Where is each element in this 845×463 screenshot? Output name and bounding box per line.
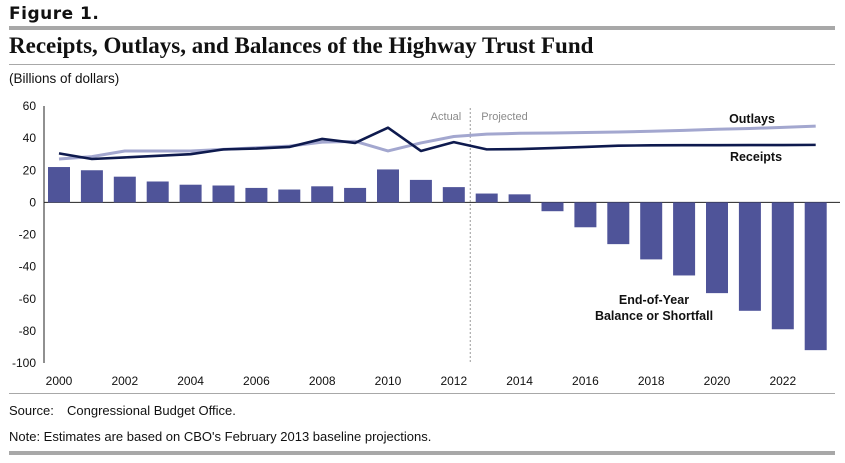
x-tick-label: 2020 — [704, 374, 731, 388]
balance-bar — [146, 181, 169, 203]
source-line: Source: Congressional Budget Office. — [9, 403, 236, 418]
balance-bar — [48, 167, 70, 203]
actual-label: Actual — [431, 111, 462, 123]
receipts-label: Receipts — [730, 150, 782, 164]
y-tick-label: -20 — [19, 228, 37, 242]
balance-bar — [113, 176, 136, 203]
balance-bar — [278, 189, 301, 203]
source-text: Congressional Budget Office. — [67, 403, 236, 418]
projected-label: Projected — [481, 111, 527, 123]
y-tick-label: 40 — [23, 131, 37, 145]
y-axis: 60 40 20 0 -20 -40 -60 -80 -100 — [12, 99, 45, 370]
balance-bar — [245, 187, 268, 203]
balance-bar — [706, 202, 728, 294]
balance-bar — [673, 202, 696, 276]
y-tick-label: -40 — [19, 260, 37, 274]
note-line: Note: Estimates are based on CBO's Febru… — [9, 429, 432, 444]
figure-label: Figure 1. — [9, 4, 100, 24]
outlays-line — [58, 124, 816, 161]
x-tick-label: 2018 — [638, 374, 665, 388]
balance-bar — [179, 184, 202, 203]
x-tick-label: 2016 — [572, 374, 599, 388]
balance-bar — [442, 187, 465, 203]
balance-bar — [508, 194, 531, 203]
balance-bar — [804, 202, 827, 351]
x-tick-label: 2008 — [309, 374, 336, 388]
receipts-line — [58, 126, 816, 161]
x-tick-label: 2012 — [440, 374, 467, 388]
x-tick-label: 2010 — [375, 374, 402, 388]
balance-bar — [311, 186, 334, 203]
balance-bar — [212, 185, 235, 203]
x-tick-label: 2004 — [177, 374, 204, 388]
y-tick-label: -60 — [19, 292, 37, 306]
top-rule — [9, 26, 835, 30]
balance-bar — [409, 179, 432, 203]
balance-bars — [48, 167, 827, 351]
balance-bar — [344, 187, 367, 203]
x-tick-label: 2022 — [769, 374, 796, 388]
balance-bar — [607, 202, 630, 245]
x-tick-label: 2006 — [243, 374, 270, 388]
balance-bar — [771, 202, 794, 330]
balance-bar — [640, 202, 663, 260]
balance-bar — [574, 202, 597, 228]
balance-bar — [475, 193, 498, 203]
y-tick-label: -80 — [19, 324, 37, 338]
chart-subtitle: (Billions of dollars) — [9, 71, 120, 86]
x-axis: 2000 2002 2004 2006 2008 2010 2012 2014 2016 2018… — [46, 374, 797, 388]
balance-label: End-of-Year — [619, 293, 689, 307]
balance-bar — [738, 202, 761, 311]
outlays-label: Outlays — [729, 112, 775, 126]
balance-bar — [80, 170, 103, 203]
y-tick-label: 0 — [29, 195, 36, 209]
y-tick-label: 60 — [23, 99, 37, 113]
bottom-rule — [9, 393, 835, 394]
y-tick-label: -100 — [12, 356, 36, 370]
x-tick-label: 2000 — [46, 374, 73, 388]
x-tick-label: 2014 — [506, 374, 533, 388]
x-tick-label: 2002 — [111, 374, 138, 388]
balance-bar — [541, 202, 564, 212]
balance-label: Balance or Shortfall — [595, 309, 713, 323]
footer-rule — [9, 451, 835, 455]
source-label: Source: — [9, 403, 54, 418]
chart-title: Receipts, Outlays, and Balances of the H… — [9, 33, 594, 58]
title-rule — [9, 64, 835, 65]
y-tick-label: 20 — [23, 163, 37, 177]
balance-bar — [377, 169, 399, 203]
